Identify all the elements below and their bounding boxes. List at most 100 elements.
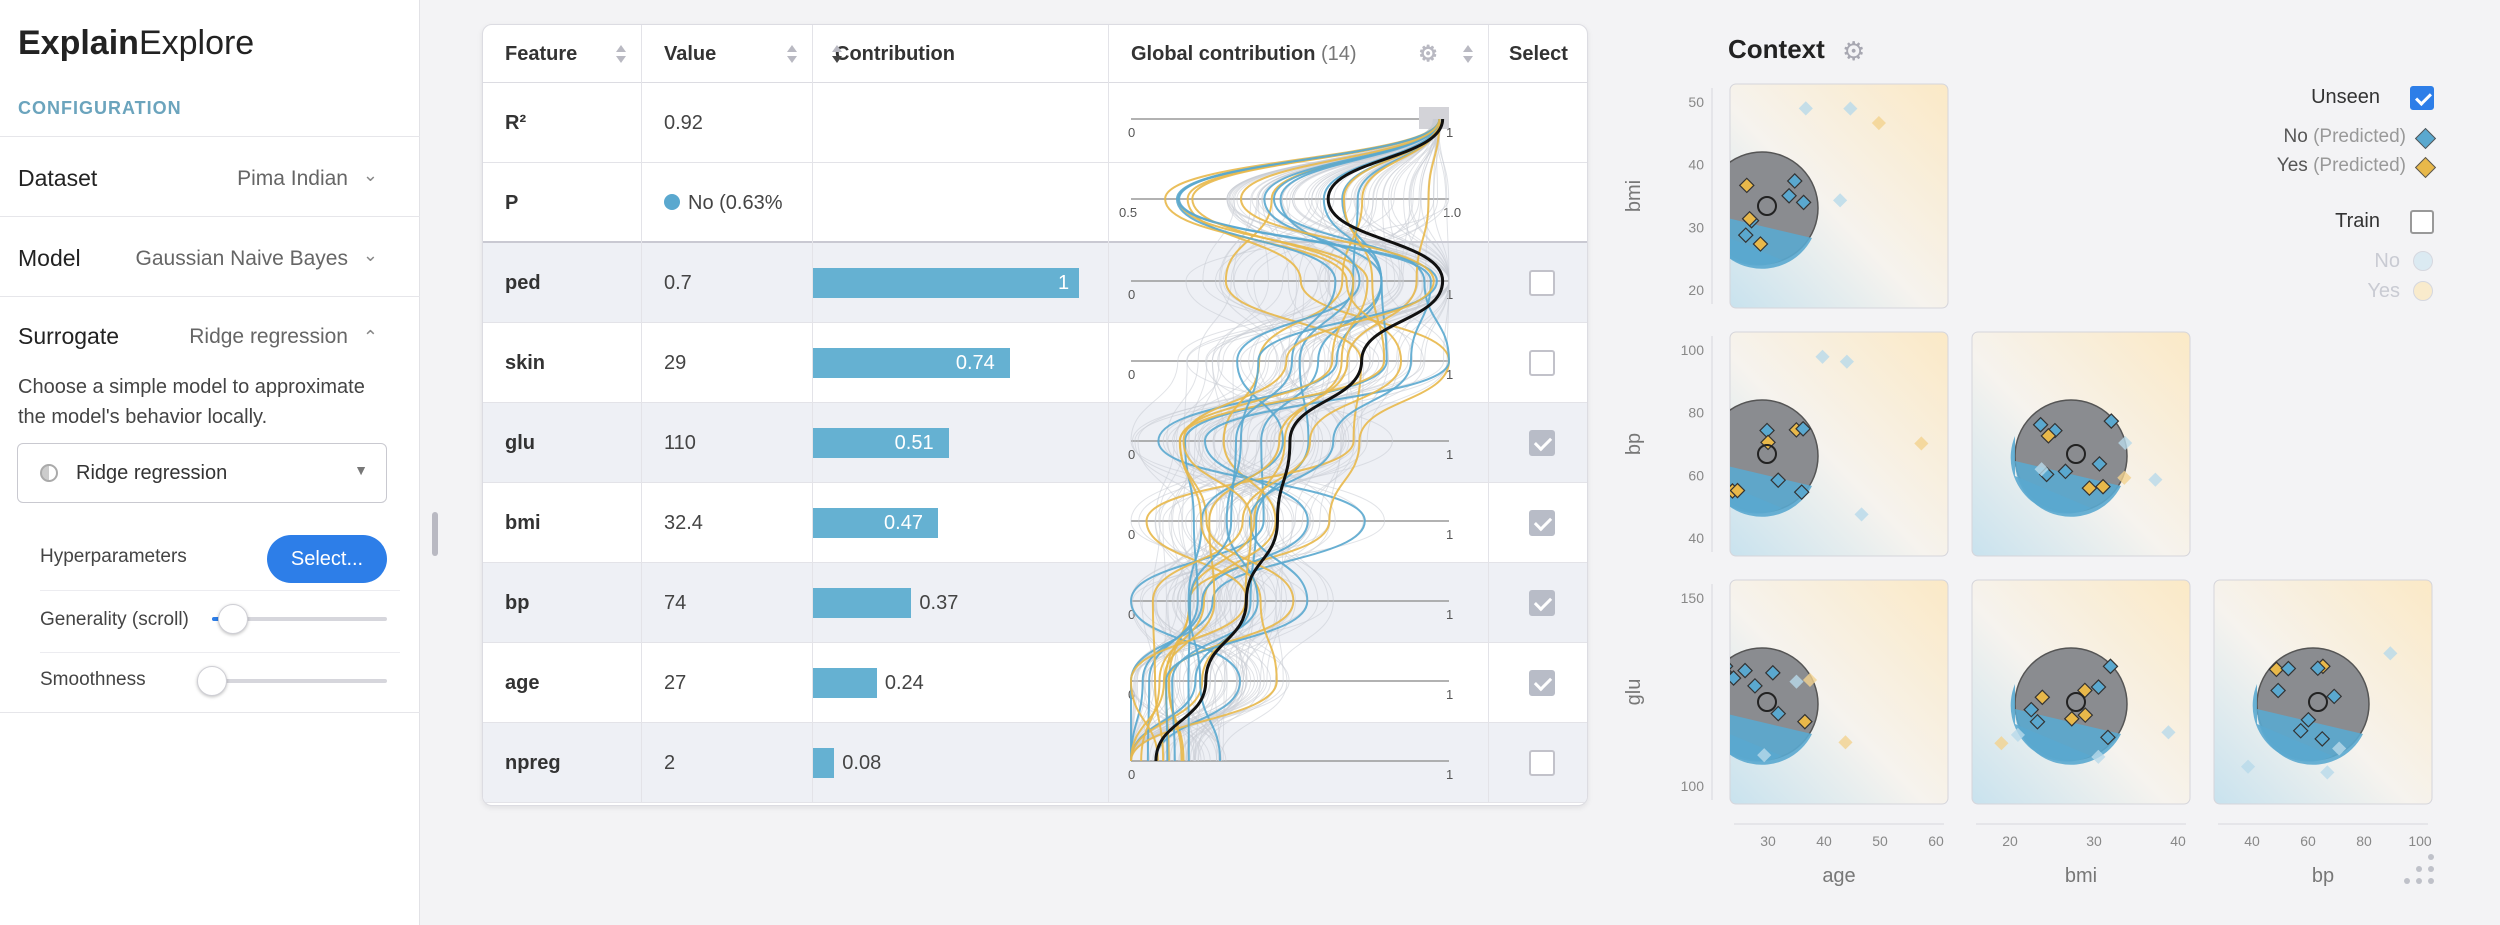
chevron-up-icon[interactable]: ⌃ — [362, 327, 378, 347]
sort-icon[interactable] — [1462, 43, 1474, 65]
contribution-bar — [813, 588, 912, 618]
background-line — [1169, 118, 1442, 762]
contribution-bar — [813, 348, 1010, 378]
unseen-point — [2029, 713, 2046, 730]
summary-value: No (0.63% — [642, 163, 813, 243]
header-global-contribution[interactable]: Global contribution (14) ⚙ — [1109, 25, 1489, 83]
background-line — [1153, 118, 1442, 762]
unseen-point — [2081, 480, 2098, 497]
generality-slider-thumb[interactable] — [218, 604, 248, 634]
background-line — [1172, 118, 1450, 762]
model-label: Model — [18, 245, 81, 271]
axis-min-label: 0 — [1128, 447, 1135, 462]
select-checkbox[interactable] — [1529, 430, 1555, 456]
legend-no-predicted: No (Predicted) — [2283, 126, 2407, 147]
unseen-point — [2091, 456, 2108, 472]
contribution-bar — [813, 748, 835, 778]
unseen-point — [1711, 233, 1725, 247]
sort-icon[interactable] — [786, 43, 798, 65]
scatter-cell — [1971, 331, 2191, 557]
table-row[interactable]: bmi 32.4 0.47 — [483, 483, 1587, 563]
p-axis-max-label: 1.0 — [1443, 205, 1461, 220]
select-checkbox[interactable] — [1529, 510, 1555, 536]
table-row[interactable]: glu 110 0.51 — [483, 403, 1587, 483]
feature-value: 74 — [642, 563, 813, 643]
contribution-cell: 0.51 — [813, 403, 1109, 483]
sort-desc-icon[interactable] — [831, 43, 843, 65]
header-contribution[interactable]: Contribution — [813, 25, 1109, 83]
contribution-cell: 0.74 — [813, 323, 1109, 403]
dataset-row[interactable]: Dataset Pima Indian ⌄ — [0, 136, 420, 216]
surrogate-dropdown[interactable]: Ridge regression ▼ — [17, 443, 387, 503]
background-line — [1130, 118, 1450, 762]
model-row[interactable]: Model Gaussian Naive Bayes ⌄ — [0, 216, 420, 296]
unseen-point — [1764, 664, 1781, 681]
unseen-point — [2095, 478, 2111, 495]
contribution-bar — [813, 428, 949, 458]
table-row[interactable]: skin 29 0.74 — [483, 323, 1587, 403]
select-checkbox[interactable] — [1529, 750, 1555, 776]
summary-row: P No (0.63% — [483, 163, 1587, 243]
background-line — [1130, 118, 1442, 762]
generality-label: Generality (scroll) — [40, 609, 189, 630]
background-line — [1166, 118, 1443, 762]
gear-icon[interactable]: ⚙ — [1418, 41, 1438, 66]
smoothness-slider-track[interactable] — [212, 679, 387, 683]
resize-grip-icon[interactable] — [2402, 852, 2436, 886]
resize-handle[interactable] — [432, 512, 438, 556]
sort-icon[interactable] — [615, 43, 627, 65]
p-axis-min-label: 0.5 — [1119, 205, 1137, 220]
faded-point — [2034, 462, 2049, 477]
summary-row: R² 0.92 — [483, 83, 1587, 163]
prediction-line — [1151, 118, 1441, 762]
select-checkbox[interactable] — [1529, 270, 1555, 296]
global-contribution-plot[interactable]: 0 10.5 1.00 10 10 10 10 10 10 1 — [1109, 83, 1489, 803]
surrogate-dropdown-value: Ridge regression — [76, 462, 228, 484]
dataset-value[interactable]: Pima Indian — [237, 167, 348, 190]
y-tick-label: 40 — [1688, 157, 1704, 173]
surrogate-value[interactable]: Ridge regression — [189, 325, 348, 348]
feature-name: bp — [483, 563, 642, 643]
selected-instance-marker — [1757, 692, 1777, 712]
table-row[interactable]: npreg 2 0.08 — [483, 723, 1587, 803]
selected-instance-line — [1154, 118, 1445, 762]
train-checkbox[interactable] — [2410, 210, 2434, 234]
unseen-point — [2326, 688, 2343, 705]
model-value[interactable]: Gaussian Naive Bayes — [135, 247, 348, 270]
header-value[interactable]: Value — [642, 25, 813, 83]
chevron-down-icon[interactable]: ⌄ — [362, 165, 378, 185]
select-hyperparameters-button[interactable]: Select... — [267, 535, 387, 583]
unseen-point — [1752, 236, 1769, 252]
select-checkbox[interactable] — [1529, 670, 1555, 696]
x-tick-label: 30 — [2086, 833, 2102, 849]
smoothness-slider-thumb[interactable] — [197, 666, 227, 696]
x-tick-label: 100 — [2408, 833, 2432, 849]
selected-instance-marker — [2308, 692, 2328, 712]
select-checkbox[interactable] — [1529, 590, 1555, 616]
legend-train-no: No — [2374, 250, 2400, 272]
x-axis-label: bmi — [2065, 865, 2097, 887]
unseen-point — [1737, 227, 1754, 244]
select-checkbox[interactable] — [1529, 350, 1555, 376]
contribution-cell: 0.24 — [813, 643, 1109, 723]
feature-value: 32.4 — [642, 483, 813, 563]
gear-icon[interactable]: ⚙ — [1842, 36, 1866, 66]
y-tick-label: 80 — [1688, 405, 1704, 421]
table-row[interactable]: bp 74 0.37 — [483, 563, 1587, 643]
unseen-point — [2077, 707, 2094, 724]
header-feature[interactable]: Feature — [483, 25, 642, 83]
unseen-checkbox[interactable] — [2410, 86, 2434, 110]
caret-down-icon: ▼ — [354, 462, 368, 478]
surrogate-row[interactable]: Surrogate Ridge regression ⌃ — [0, 296, 420, 360]
table-row[interactable]: age 27 0.24 — [483, 643, 1587, 723]
axis-max-label: 1 — [1446, 287, 1453, 302]
unseen-point — [1747, 677, 1763, 694]
selected-instance-marker — [1757, 196, 1777, 216]
chevron-down-icon[interactable]: ⌄ — [362, 245, 378, 265]
faded-point — [2010, 727, 2025, 742]
axis-max-label: 1 — [1446, 527, 1453, 542]
smoothness-label: Smoothness — [40, 669, 146, 690]
scatterplot-matrix[interactable]: bmi 50 40 30 20 bp 100 80 60 40 glu 150 100 30 40 50 60 a… — [1620, 70, 2500, 910]
feature-table: Feature Value Contribution Global contri… — [482, 24, 1588, 806]
generality-slider-track[interactable] — [212, 617, 387, 621]
